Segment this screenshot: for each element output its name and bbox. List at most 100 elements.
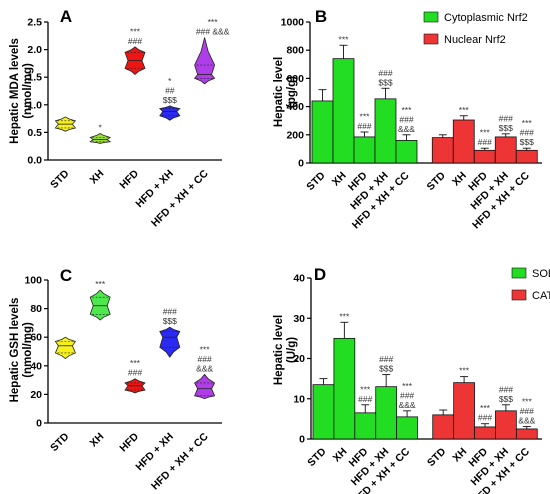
y-axis-label: Hepatic level(pg/g) <box>273 57 298 127</box>
significance-label: &&& <box>196 363 213 373</box>
significance-label: ### <box>399 114 413 124</box>
significance-label: ### <box>128 368 142 378</box>
violin-4 <box>194 373 216 400</box>
y-tick-label: 400 <box>286 101 304 113</box>
bar-1-0 <box>431 137 454 164</box>
violin-1 <box>89 289 111 321</box>
significance-label: *** <box>402 381 413 391</box>
x-tick-label: HFD <box>117 167 141 191</box>
significance-label: *** <box>480 128 491 138</box>
significance-label: *** <box>360 384 371 394</box>
panel-B: 0 200 400 600 800 1000 Hepatic level(pg/g) B STD… <box>273 7 542 231</box>
significance-label: ### <box>499 384 513 394</box>
significance-label: ### <box>478 413 492 423</box>
violin-4 <box>193 37 216 85</box>
panel-letter: A <box>60 7 72 26</box>
legend-label: CAT <box>532 290 550 302</box>
bar-1-2 <box>474 426 496 440</box>
bar-0-0 <box>311 100 334 164</box>
bar-0-3 <box>375 386 398 440</box>
significance-label: $$$ <box>520 137 534 147</box>
significance-label: $$$ <box>163 95 177 105</box>
y-tick-label: 30 <box>293 313 305 325</box>
bar-0-4 <box>395 140 418 164</box>
x-tick-label: STD <box>48 167 72 191</box>
significance-label: ### <box>358 394 372 404</box>
x-tick-label: STD <box>48 430 72 454</box>
y-tick-label: 40 <box>293 273 305 285</box>
bar-1-1 <box>452 119 475 164</box>
significance-label: ### <box>163 307 177 317</box>
significance-label: *** <box>402 105 413 115</box>
significance-label: *** <box>522 118 533 128</box>
panel-A: 0.0 0.5 1.0 1.5 2.0 2.5 Hepatic MDA levels(nmo… <box>9 7 230 229</box>
bar-0-4 <box>396 416 418 440</box>
y-axis-label: Hepatic GSH levels(nmol/mg) <box>9 298 34 403</box>
x-tick-label: STD <box>304 169 328 193</box>
bar-0-0 <box>312 384 335 440</box>
significance-label: * <box>99 123 103 133</box>
significance-label: *** <box>95 279 106 289</box>
significance-label: *** <box>208 17 219 27</box>
y-tick-label: 0.0 <box>27 155 42 167</box>
y-tick-label: 800 <box>286 45 304 57</box>
significance-label: ### <box>379 354 393 364</box>
significance-label: *** <box>339 34 350 44</box>
y-axis-label-line: (U/g) <box>286 337 298 363</box>
significance-label: *** <box>130 26 141 36</box>
significance-label: ### <box>520 406 534 416</box>
legend-swatch <box>423 11 439 23</box>
significance-label: $$$ <box>163 316 177 326</box>
significance-label: ### <box>357 121 371 131</box>
bar-0-2 <box>353 136 376 164</box>
legend: SOD CAT <box>511 267 550 302</box>
bar-1-3 <box>494 136 517 164</box>
significance-label: ### <box>499 113 513 123</box>
y-axis-label: Hepatic MDA levels(nmol/mg) <box>9 38 34 144</box>
legend-swatch <box>423 33 439 45</box>
legend: Cytoplasmic Nrf2 Nuclear Nrf2 <box>423 11 528 46</box>
y-axis-label-line: Hepatic GSH levels <box>9 298 21 403</box>
y-axis-label-line: (nmol/mg) <box>22 63 34 119</box>
significance-label: ### &&& <box>196 26 230 36</box>
y-tick-label: 0 <box>299 434 305 446</box>
y-axis-label: Hepatic level(U/g) <box>273 315 298 385</box>
bar-1-1 <box>453 382 475 440</box>
panel-letter: D <box>314 265 326 284</box>
y-tick-label: 20 <box>293 353 305 365</box>
significance-label: *** <box>130 358 141 368</box>
significance-label: &&& <box>518 416 535 426</box>
x-tick-label: HFD <box>117 430 141 454</box>
bar-0-3 <box>374 98 397 164</box>
y-tick-label: 2.0 <box>27 44 42 56</box>
x-tick-label: STD <box>305 445 329 469</box>
significance-label: *** <box>459 105 470 115</box>
panel-letter: B <box>315 7 327 26</box>
y-tick-label: 80 <box>30 303 42 315</box>
bar-1-0 <box>432 414 455 440</box>
y-axis-label-line: Hepatic level <box>273 315 285 385</box>
bar-0-1 <box>332 58 355 164</box>
y-tick-label: 2.5 <box>27 17 42 29</box>
significance-label: ### <box>478 137 492 147</box>
legend-label: Nuclear Nrf2 <box>444 34 506 46</box>
violin-1 <box>89 133 112 144</box>
significance-label: *** <box>459 366 470 376</box>
x-tick-label: XH <box>88 431 107 450</box>
bar-1-4 <box>515 428 538 440</box>
significance-label: &&& <box>398 124 415 134</box>
y-tick-label: 200 <box>286 129 304 141</box>
significance-label: *** <box>339 311 350 321</box>
bar-0-2 <box>354 412 377 440</box>
legend-label: Cytoplasmic Nrf2 <box>444 12 528 24</box>
significance-label: ### <box>400 390 414 400</box>
y-tick-label: 40 <box>30 360 42 372</box>
x-tick-label: XH <box>88 168 107 187</box>
violin-3 <box>159 326 181 358</box>
violin-3 <box>158 105 181 121</box>
y-tick-label: 100 <box>24 275 42 287</box>
significance-label: * <box>168 76 172 86</box>
y-tick-label: 1.0 <box>27 99 42 111</box>
